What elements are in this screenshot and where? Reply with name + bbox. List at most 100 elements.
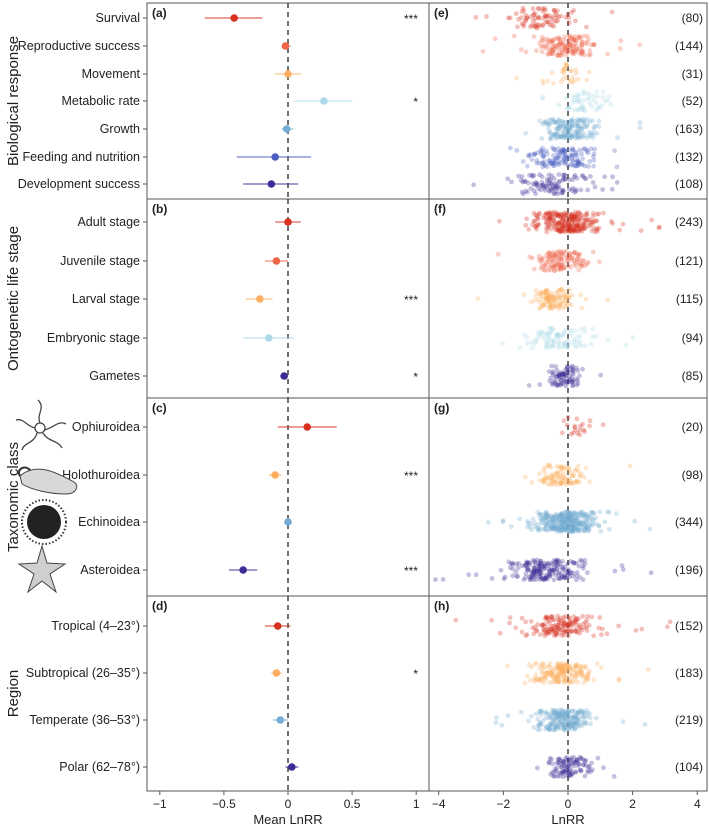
raw-point xyxy=(562,176,568,182)
raw-point xyxy=(565,664,571,669)
raw-point xyxy=(552,263,558,269)
raw-point xyxy=(579,714,585,719)
raw-point xyxy=(563,133,569,139)
raw-point xyxy=(562,292,568,298)
raw-point xyxy=(541,680,547,686)
raw-point xyxy=(551,36,557,42)
raw-point xyxy=(569,629,574,635)
raw-point xyxy=(549,214,555,219)
raw-point xyxy=(525,180,531,186)
raw-point xyxy=(558,79,564,85)
raw-point xyxy=(557,219,563,225)
raw-point xyxy=(587,715,593,721)
raw-point xyxy=(557,178,562,184)
raw-point xyxy=(538,183,544,189)
raw-point xyxy=(565,130,571,136)
raw-point xyxy=(562,526,568,532)
raw-point xyxy=(543,293,549,299)
raw-point xyxy=(573,328,579,334)
raw-point xyxy=(551,250,556,255)
raw-point xyxy=(556,220,562,226)
raw-point xyxy=(555,622,561,628)
raw-point xyxy=(549,715,555,721)
raw-point xyxy=(556,756,562,762)
raw-point xyxy=(546,519,552,525)
raw-point xyxy=(584,123,590,129)
raw-point xyxy=(547,222,553,228)
raw-point xyxy=(534,765,540,771)
raw-point xyxy=(578,51,584,57)
raw-point xyxy=(555,191,561,197)
raw-point xyxy=(565,509,571,515)
raw-point xyxy=(580,509,585,515)
raw-point xyxy=(540,520,546,525)
raw-point xyxy=(531,34,537,40)
raw-point xyxy=(568,124,574,129)
raw-point xyxy=(546,725,552,731)
raw-point xyxy=(573,673,579,679)
raw-point xyxy=(547,301,553,307)
raw-point xyxy=(565,709,571,715)
raw-point xyxy=(570,377,576,383)
raw-point xyxy=(580,49,585,55)
raw-point xyxy=(551,160,557,166)
raw-point xyxy=(551,519,557,524)
raw-point xyxy=(535,5,541,11)
raw-point xyxy=(554,712,559,718)
raw-point xyxy=(570,527,576,533)
raw-point xyxy=(547,259,553,265)
raw-point xyxy=(572,725,578,731)
raw-point xyxy=(548,567,554,573)
raw-point xyxy=(567,757,573,763)
raw-point xyxy=(532,661,538,667)
raw-point xyxy=(566,517,572,523)
raw-point xyxy=(564,63,570,68)
raw-point xyxy=(577,432,583,438)
raw-point xyxy=(571,761,577,766)
raw-point xyxy=(562,340,567,346)
raw-point xyxy=(576,267,582,273)
raw-point xyxy=(547,617,553,623)
raw-point xyxy=(571,228,576,233)
raw-point xyxy=(566,222,572,228)
raw-point xyxy=(538,187,544,193)
raw-point xyxy=(562,44,568,50)
raw-point xyxy=(579,524,585,530)
raw-point xyxy=(540,164,546,170)
raw-point xyxy=(568,431,574,437)
raw-point xyxy=(532,675,538,681)
raw-point xyxy=(571,523,577,528)
raw-point xyxy=(548,567,554,573)
raw-point xyxy=(540,43,546,49)
raw-point xyxy=(573,577,579,583)
raw-point xyxy=(558,148,564,154)
raw-point xyxy=(576,527,582,533)
raw-point xyxy=(559,148,565,154)
raw-point xyxy=(569,119,575,125)
raw-point xyxy=(562,520,568,526)
raw-point xyxy=(515,24,520,30)
raw-point xyxy=(585,671,591,676)
raw-point xyxy=(558,513,564,519)
raw-point xyxy=(543,339,549,345)
raw-point xyxy=(582,515,588,521)
raw-point xyxy=(565,762,571,768)
raw-point xyxy=(571,719,577,725)
raw-point xyxy=(485,519,491,525)
raw-point xyxy=(575,468,581,474)
raw-point xyxy=(565,516,571,522)
raw-point xyxy=(568,302,574,308)
mean-point xyxy=(255,295,264,303)
raw-point xyxy=(560,333,566,338)
raw-point xyxy=(582,226,588,231)
raw-point xyxy=(549,520,555,526)
raw-point xyxy=(573,150,579,156)
raw-point xyxy=(553,715,559,721)
raw-point xyxy=(557,576,563,582)
raw-point xyxy=(559,512,565,518)
raw-point xyxy=(564,422,570,428)
raw-point xyxy=(572,37,577,43)
raw-point xyxy=(584,135,590,141)
raw-point xyxy=(552,10,558,15)
raw-point xyxy=(523,188,529,194)
